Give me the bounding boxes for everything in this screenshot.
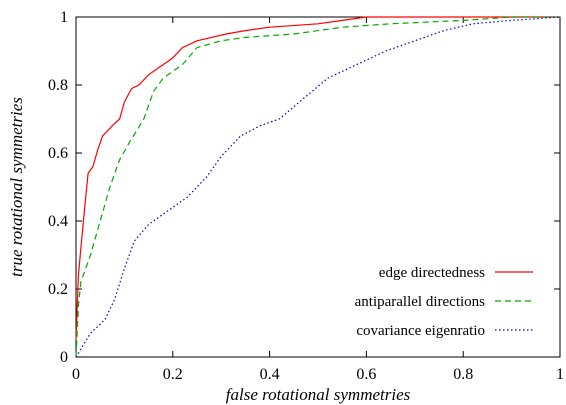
series-line-antiparallel-directions xyxy=(75,16,560,358)
legend-label: antiparallel directions xyxy=(355,294,486,310)
y-tick-label: 0 xyxy=(60,349,68,366)
x-tick-label: 0.2 xyxy=(163,366,183,383)
y-tick-label: 0.2 xyxy=(48,281,68,298)
x-tick-label: 0 xyxy=(72,366,80,383)
y-tick-label: 0.6 xyxy=(48,145,68,162)
y-tick-label: 0.8 xyxy=(48,77,68,94)
legend-label: edge directedness xyxy=(379,265,485,281)
series-line-edge-directedness xyxy=(75,16,560,341)
legend-label: covariance eigenratio xyxy=(356,323,485,339)
y-tick-label: 0.4 xyxy=(48,213,68,230)
x-tick-label: 1 xyxy=(556,366,564,383)
y-tick-label: 1 xyxy=(60,9,68,26)
series-line-covariance-eigenratio xyxy=(75,16,561,358)
series-lines xyxy=(75,16,561,358)
x-tick-label: 0.4 xyxy=(260,366,280,383)
x-tick-label: 0.8 xyxy=(453,366,473,383)
x-axis-title: false rotational symmetries xyxy=(226,385,411,404)
plot-frame xyxy=(75,16,561,358)
legend: edge directedness antiparallel directions… xyxy=(355,265,533,339)
axis-ticks: 0 0.2 0.4 0.6 0.8 1 0 0.2 0.4 0.6 0.8 1 xyxy=(48,9,564,383)
y-axis-title: true rotational symmetries xyxy=(7,97,26,277)
x-tick-label: 0.6 xyxy=(356,366,376,383)
